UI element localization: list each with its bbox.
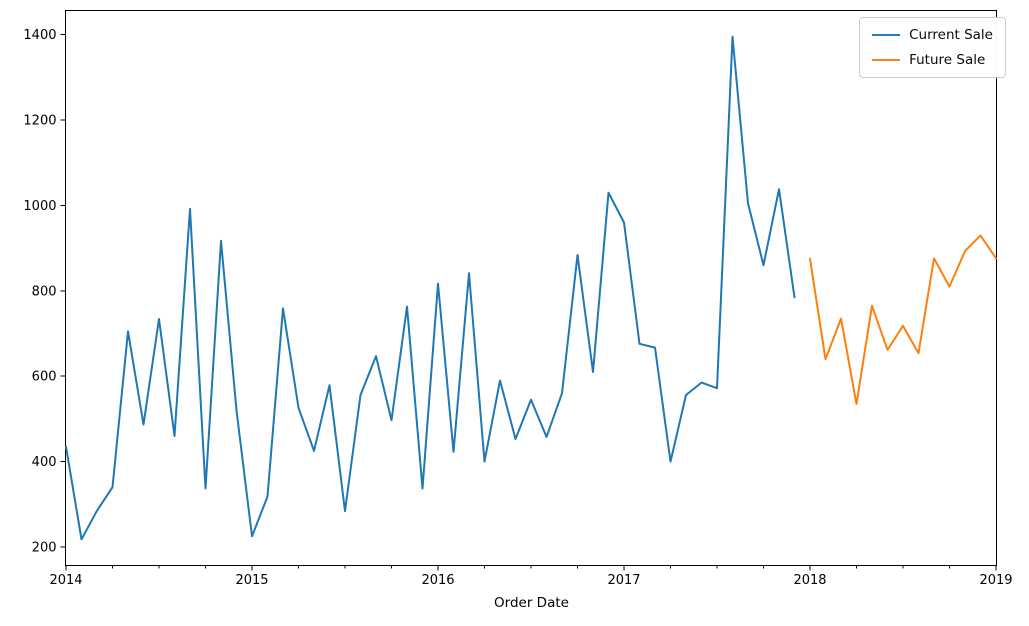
y-tick-label: 800 [32,284,57,299]
axis-tick-labels: 2014 2015 2016 2017 2018 2019 200 400 600 800 1000… [23,28,1012,588]
y-tick-label: 600 [32,370,57,385]
data-series-lines [65,35,997,541]
y-tick-label: 1000 [23,199,56,214]
y-tick-label: 400 [32,455,57,470]
legend: Current Sale Future Sale [859,17,1006,78]
y-tick-label: 200 [32,541,57,556]
x-tick-label: 2016 [421,573,454,588]
legend-item-future-sale: Future Sale [872,52,993,68]
x-tick-label: 2018 [793,573,826,588]
x-tick-label: 2015 [235,573,268,588]
legend-label-current-sale: Current Sale [909,27,993,43]
current-sale-line-sample-icon [872,34,901,36]
x-tick-label: 2019 [979,573,1012,588]
series-line-current-sale [65,35,796,541]
series-line-future-sale [809,234,997,405]
axis-ticks [60,34,997,571]
x-tick-label: 2014 [49,573,82,588]
x-tick-label: 2017 [607,573,640,588]
legend-item-current-sale: Current Sale [872,27,993,43]
legend-label-future-sale: Future Sale [909,52,986,68]
y-tick-label: 1200 [23,114,56,129]
x-axis-label: Order Date [494,595,569,611]
y-tick-label: 1400 [23,28,56,43]
future-sale-line-sample-icon [872,59,901,61]
